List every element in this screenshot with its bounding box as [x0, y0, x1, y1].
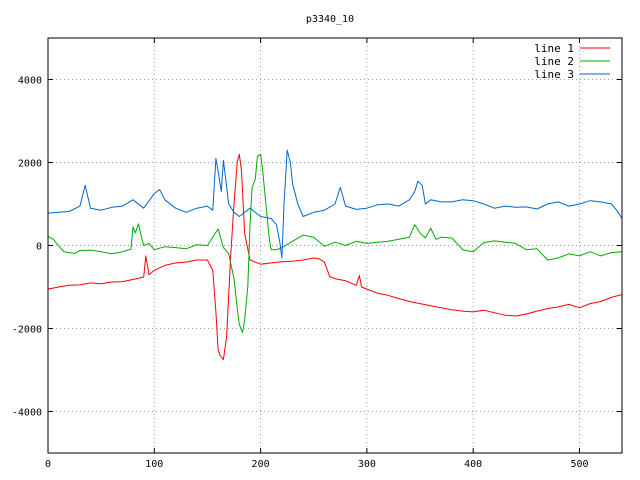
x-tick-label: 500: [570, 459, 588, 470]
legend-label-1: line 1: [534, 42, 574, 55]
legend-label-3: line 3: [534, 68, 574, 81]
x-tick-label: 400: [464, 459, 482, 470]
y-tick-label: 0: [36, 242, 42, 253]
series-line-1: [47, 153, 623, 361]
legend-label-2: line 2: [534, 55, 574, 68]
y-tick-label: 4000: [18, 76, 42, 87]
x-tick-label: 100: [145, 459, 163, 470]
y-tick-label: 2000: [18, 159, 42, 170]
plot-frame: [47, 37, 623, 454]
y-tick-label: -2000: [12, 325, 42, 336]
x-tick-label: 0: [45, 459, 51, 470]
series-line-3: [47, 149, 623, 259]
series-line-2: [47, 153, 623, 334]
y-tick-label: -4000: [12, 408, 42, 419]
axes: 0 100 200 300 400 500 -4000 -2000 0 2000 4000: [12, 38, 622, 470]
x-tick-label: 200: [252, 459, 270, 470]
x-tick-label: 300: [358, 459, 376, 470]
series-group: [47, 149, 623, 361]
grid: [48, 38, 622, 453]
chart-title: p3340_10: [306, 14, 354, 25]
